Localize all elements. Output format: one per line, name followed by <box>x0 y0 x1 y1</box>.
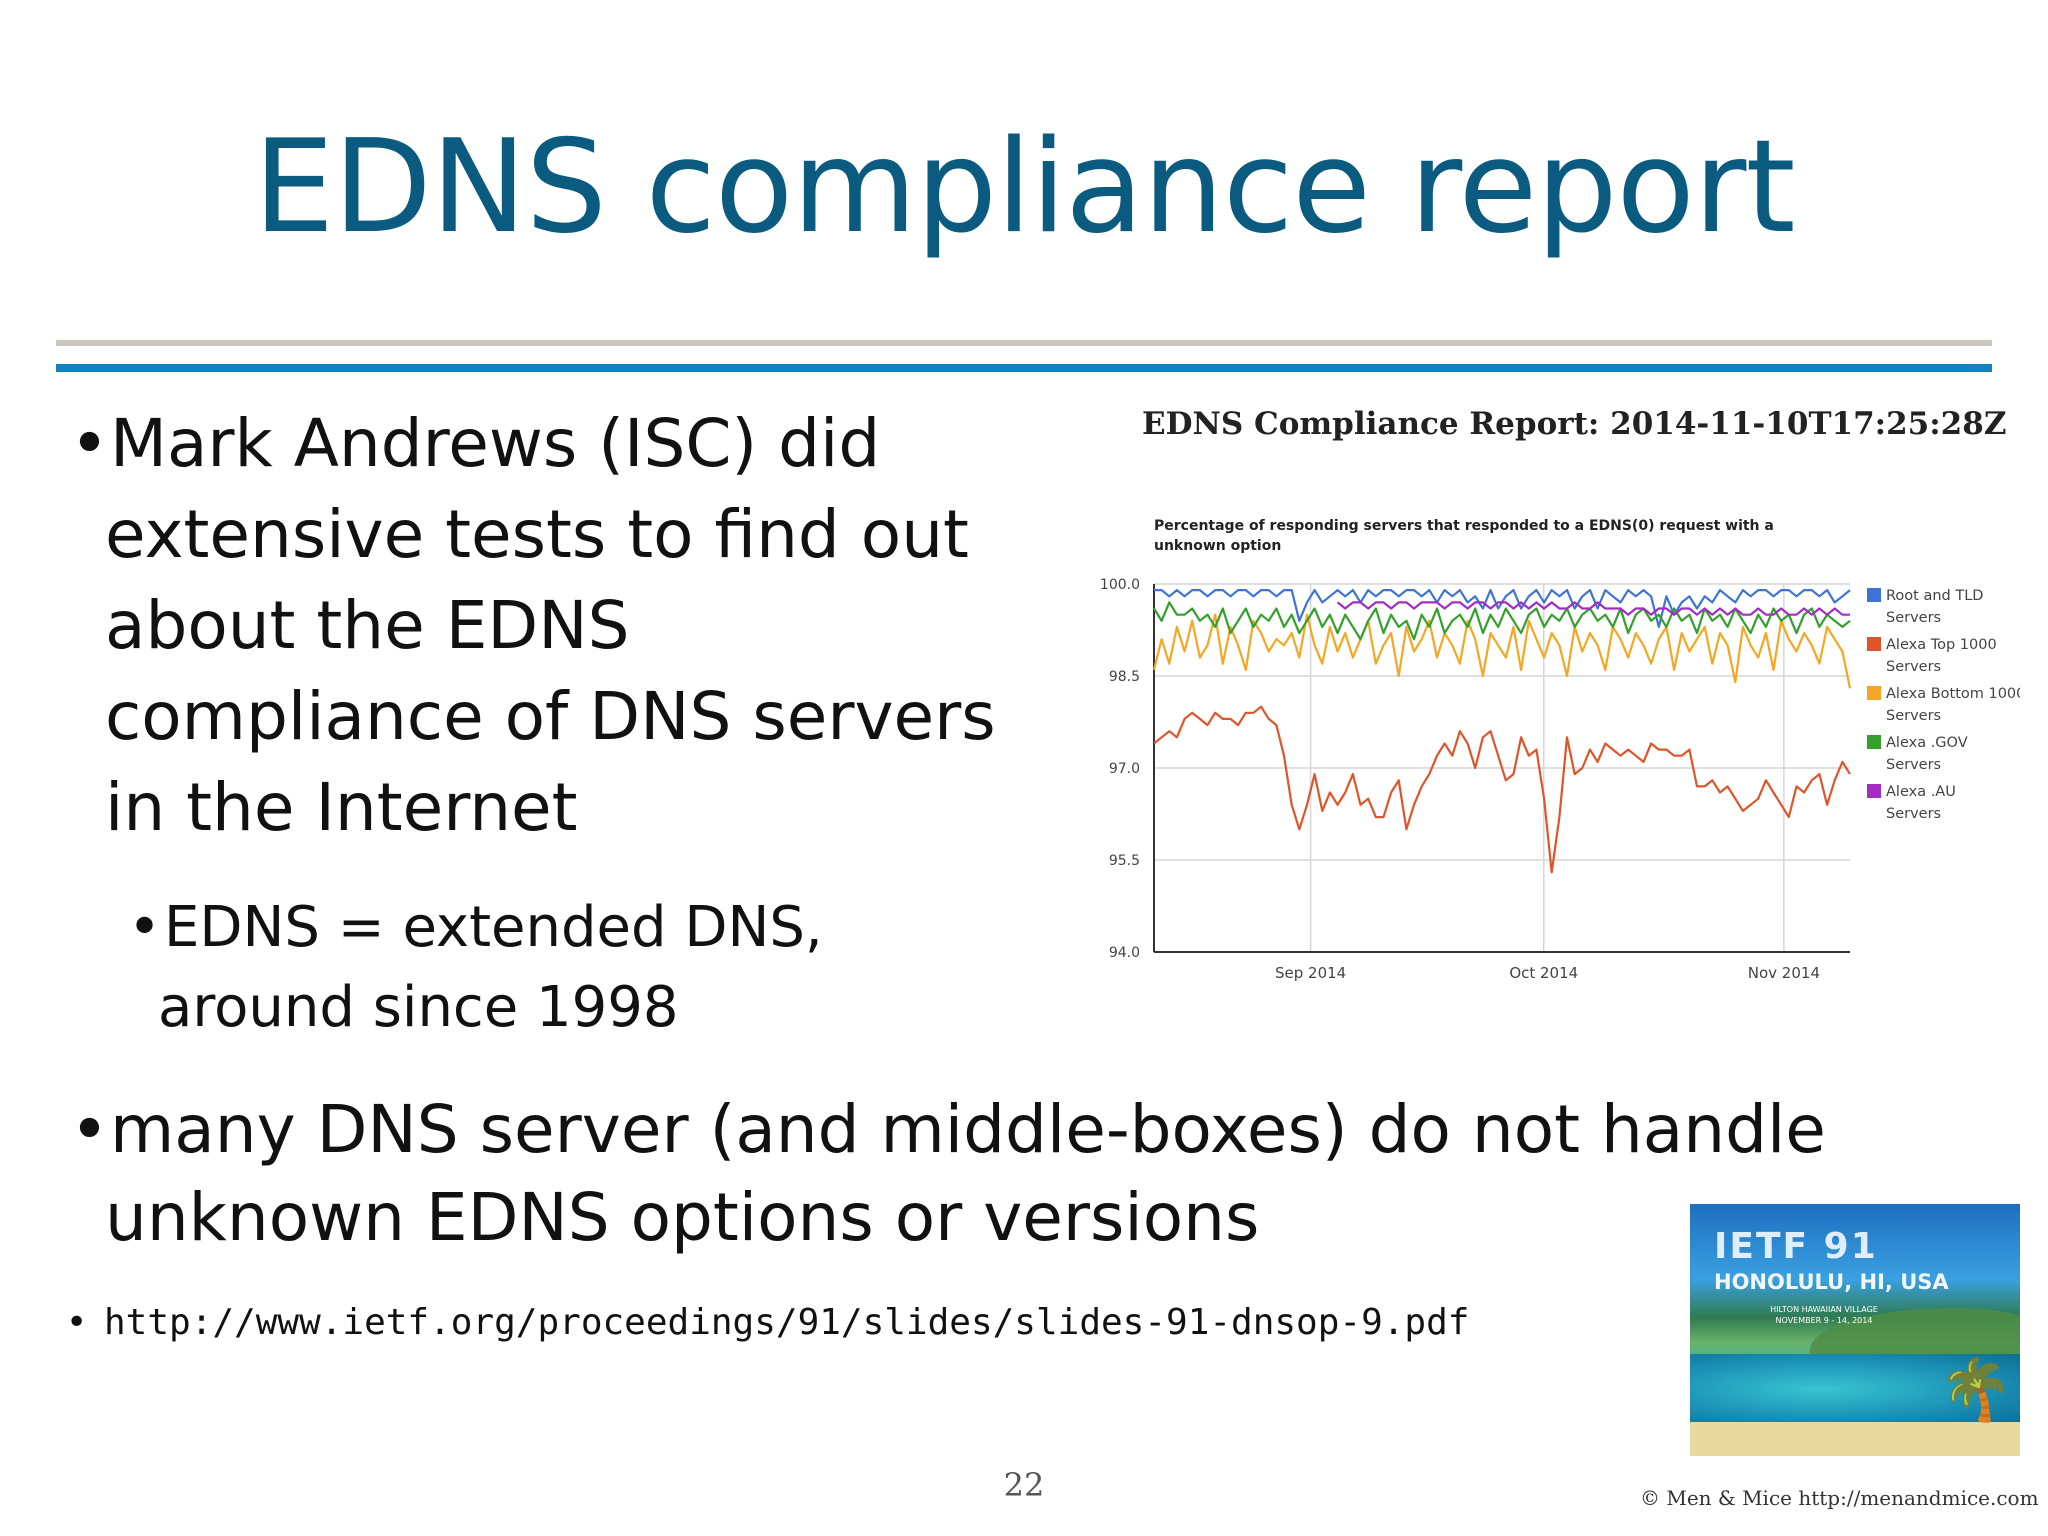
y-tick-label: 94.0 <box>1109 945 1140 961</box>
title-divider-blue <box>56 364 1992 372</box>
y-tick-label: 95.5 <box>1109 853 1140 869</box>
bullet-line: EDNS = extended DNS, <box>164 895 823 960</box>
chart-series <box>1152 589 1852 874</box>
page-number: 22 <box>1003 1466 1045 1504</box>
ietf-card-title: IETF 91 <box>1714 1226 1878 1267</box>
legend-label: Servers <box>1886 708 1941 724</box>
chart-subtitle-line: Percentage of responding servers that re… <box>1154 518 1774 534</box>
beach-shape <box>1690 1422 2020 1456</box>
bullet-line: Mark Andrews (ISC) did <box>110 405 881 482</box>
slide-title: EDNS compliance report <box>253 113 1795 262</box>
bullet-dot: • <box>128 895 162 960</box>
y-tick-label: 97.0 <box>1109 761 1140 777</box>
chart-subtitle-line: unknown option <box>1154 538 1281 554</box>
ietf-card-date-line: NOVEMBER 9 - 14, 2014 <box>1775 1316 1873 1325</box>
series-line <box>1154 589 1851 628</box>
legend-label: Alexa Top 1000 <box>1886 637 1997 653</box>
series-line <box>1336 601 1850 616</box>
bullet-source-link: • http://www.ietf.org/proceedings/91/sli… <box>66 1298 1766 1348</box>
ietf-card-venue: HILTON HAWAIIAN VILLAGE NOVEMBER 9 - 14,… <box>1754 1304 1894 1326</box>
y-tick-label: 98.5 <box>1109 669 1140 685</box>
reef-shape <box>1690 1354 2020 1424</box>
series-line <box>1153 601 1851 641</box>
edns-compliance-chart: EDNS Compliance Report: 2014-11-10T17:25… <box>1090 398 2020 1018</box>
copyright-footer: © Men & Mice http://menandmice.com <box>1640 1486 2039 1510</box>
bullet-line: many DNS server (and middle-boxes) do no… <box>110 1091 1826 1168</box>
legend-swatch <box>1867 735 1881 749</box>
ietf-card-location: HONOLULU, HI, USA <box>1714 1270 1949 1294</box>
sub-bullet-edns-definition: • EDNS = extended DNS, around since 1998 <box>128 888 868 1048</box>
y-tick-label: 100.0 <box>1100 577 1140 593</box>
palm-tree-icon: 🌴 <box>1938 1355 2013 1425</box>
bullet-line: unknown EDNS options or versions <box>105 1179 1260 1256</box>
legend-swatch <box>1867 637 1881 651</box>
legend-label: Servers <box>1886 610 1941 626</box>
bullet-middle-boxes: • many DNS server (and middle-boxes) do … <box>70 1086 1870 1262</box>
legend-label: Alexa .GOV <box>1886 735 1968 751</box>
bullet-line: about the EDNS <box>105 587 630 664</box>
bullet-line: extensive tests to find out <box>105 496 969 573</box>
chart-svg: EDNS Compliance Report: 2014-11-10T17:25… <box>1100 406 2020 982</box>
bullet-mark-andrews: • Mark Andrews (ISC) did extensive tests… <box>70 398 1030 853</box>
legend-label: Root and TLD <box>1886 588 1983 604</box>
legend-label: Servers <box>1886 757 1941 773</box>
bullet-line: in the Internet <box>105 769 578 846</box>
series-line <box>1153 705 1851 874</box>
ietf-91-image: 🌴 IETF 91 HONOLULU, HI, USA HILTON HAWAI… <box>1690 1204 2020 1456</box>
bullet-line: compliance of DNS servers <box>105 678 996 755</box>
source-url-link[interactable]: http://www.ietf.org/proceedings/91/slide… <box>104 1302 1470 1343</box>
x-tick-label: Nov 2014 <box>1748 964 1820 982</box>
x-tick-label: Oct 2014 <box>1509 964 1578 982</box>
legend-label: Servers <box>1886 806 1941 822</box>
legend-label: Alexa .AU <box>1886 784 1956 800</box>
bullet-dot: • <box>70 405 109 482</box>
bullet-dot: • <box>70 1091 109 1168</box>
bullet-dot: • <box>66 1302 88 1343</box>
legend-swatch <box>1867 784 1881 798</box>
legend-swatch <box>1867 686 1881 700</box>
chart-legend: Root and TLD Servers Alexa Top 1000 Servers… <box>1867 588 2020 822</box>
legend-swatch <box>1867 588 1881 602</box>
legend-label: Servers <box>1886 659 1941 675</box>
legend-label: Alexa Bottom 1000 <box>1886 686 2020 702</box>
series-line <box>1152 613 1852 689</box>
bullet-line: around since 1998 <box>158 975 679 1040</box>
x-tick-label: Sep 2014 <box>1275 964 1346 982</box>
chart-title: EDNS Compliance Report: 2014-11-10T17:25… <box>1142 406 2006 442</box>
chart-axes: 100.0 98.5 97.0 95.5 94.0 Sep 2014 Oct 2014 Nov… <box>1100 577 1850 982</box>
ietf-card-venue-line: HILTON HAWAIIAN VILLAGE <box>1770 1305 1878 1314</box>
title-divider-gray <box>56 340 1992 346</box>
